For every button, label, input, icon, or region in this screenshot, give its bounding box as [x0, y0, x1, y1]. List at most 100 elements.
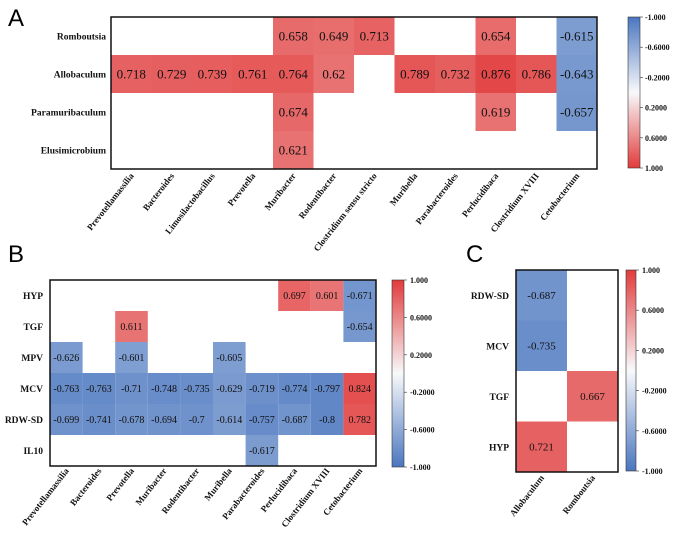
colorbar-tick-label: -0.6000 [645, 43, 670, 52]
column-label: Muribacter [133, 466, 168, 507]
colorbar [627, 16, 641, 169]
heatmap-cell [213, 342, 246, 373]
heatmap-cell [115, 404, 148, 435]
cell-value-label: 0.764 [279, 67, 309, 82]
colorbar-tick-label: -1.000 [645, 13, 666, 22]
heatmap-cell [435, 55, 476, 93]
cell-value-label: 0.621 [279, 143, 308, 158]
cell-value-label: -0.797 [314, 384, 340, 395]
colorbar-tick-label: -0.2000 [642, 387, 667, 396]
cell-value-label: 0.611 [120, 322, 142, 333]
cell-value-label: -0.71 [121, 384, 142, 395]
cell-value-label: -0.774 [282, 384, 308, 395]
heatmap-cell [180, 404, 213, 435]
heatmap-cell [115, 311, 148, 342]
heatmap-cell [278, 373, 311, 404]
cell-value-label: 0.782 [348, 415, 371, 426]
heatmap-cell [115, 373, 148, 404]
cell-value-label: -0.699 [53, 415, 79, 426]
cell-value-label: 0.761 [238, 67, 267, 82]
column-label: Muribella [202, 466, 234, 503]
colorbar-tick-label: -1.000 [410, 463, 431, 472]
cell-value-label: 0.721 [529, 442, 554, 454]
cell-value-label: 0.713 [360, 29, 389, 44]
heatmap-cell [556, 93, 597, 131]
heatmap-cell [556, 17, 597, 55]
cell-value-label: -0.719 [249, 384, 275, 395]
heatmap-cell [82, 373, 116, 404]
cell-value-label: 0.674 [279, 105, 309, 120]
heatmap-cell [245, 373, 279, 404]
heatmap-cell [310, 373, 344, 404]
heatmap-cell [354, 17, 395, 55]
panel-letter-c: C [466, 241, 483, 268]
heatmap-cell [278, 280, 311, 311]
column-label: Bacteroides [141, 171, 177, 213]
heatmap-cell [310, 280, 344, 311]
heatmap-cell [313, 55, 354, 93]
cell-value-label: 0.654 [481, 29, 511, 44]
row-label: Elusimicrobium [41, 147, 106, 157]
heatmap-cell [394, 55, 435, 93]
colorbar [625, 269, 637, 472]
row-label: MCV [20, 385, 43, 395]
colorbar-tick-label: -1.000 [642, 467, 663, 476]
heatmap-cell [273, 93, 314, 131]
colorbar-tick-label: 0.6000 [645, 134, 667, 143]
cell-value-label: 0.649 [319, 29, 348, 44]
cell-value-label: -0.8 [319, 415, 335, 426]
column-label: Prevotellamassilia [20, 466, 71, 528]
heatmap-cell [516, 421, 567, 472]
column-label: Prevotella [104, 466, 136, 503]
colorbar-tick-label: 1.000 [410, 276, 428, 285]
colorbar-tick-label: -0.6000 [410, 426, 435, 435]
heatmap-panel-c: -0.687 -0.735 0.667 0.721 RDW-SD MCV TGF HYP All… [471, 266, 667, 518]
panel-letter-a: A [8, 5, 24, 32]
row-label: MCV [486, 342, 509, 352]
cell-value-label: -0.687 [282, 415, 308, 426]
row-label: MPV [21, 354, 43, 364]
heatmap-cell [147, 404, 181, 435]
cell-value-label: -0.687 [527, 290, 556, 302]
heatmap-cell [343, 404, 376, 435]
heatmap-cell [151, 55, 192, 93]
heatmap-cell [115, 342, 148, 373]
cell-value-label: 0.718 [117, 67, 146, 82]
column-label: Parabacteroides [414, 171, 461, 227]
cell-value-label: 0.789 [400, 67, 429, 82]
cell-value-label: -0.763 [53, 384, 79, 395]
heatmap-cell [556, 55, 597, 93]
heatmap-cell [343, 280, 376, 311]
row-label: IL10 [23, 447, 43, 457]
cell-value-label: -0.643 [560, 67, 594, 82]
cell-value-label: -0.694 [151, 415, 177, 426]
heatmap-cell [147, 373, 181, 404]
colorbar-tick-label: 1.000 [645, 164, 663, 173]
column-label: Rodentibacter [297, 171, 339, 220]
heatmap-cell [273, 131, 314, 169]
heatmap-cell [111, 55, 152, 93]
column-label: Bacteroides [68, 466, 104, 508]
heatmap-panel-b: 0.697 0.601 -0.671 0.611 -0.654 -0.626 -0.601 -… [5, 276, 435, 529]
heatmap-cell [213, 404, 246, 435]
row-label: TGF [23, 323, 43, 333]
heatmap-cell [567, 371, 618, 422]
cell-value-label: -0.671 [347, 291, 373, 302]
colorbar-tick-label: 0.6000 [642, 306, 664, 315]
heatmap-cell [245, 404, 279, 435]
column-label: Perlucidibaca [460, 171, 501, 219]
heatmap-border [49, 279, 377, 467]
colorbar-tick-label: -0.2000 [645, 73, 670, 82]
cell-value-label: 0.697 [283, 291, 306, 302]
colorbar-tick-label: 0.2000 [410, 351, 432, 360]
colorbar-tick-label: 0.2000 [642, 346, 664, 355]
colorbar-tick-label: -0.2000 [410, 388, 435, 397]
heatmap-cell [245, 435, 279, 466]
colorbar-tick-label: 0.2000 [645, 104, 667, 113]
colorbar [391, 279, 405, 468]
column-label: Muribella [388, 171, 420, 208]
heatmap-cell [213, 373, 246, 404]
cell-value-label: -0.626 [53, 353, 79, 364]
column-label: Prevotellamassilia [85, 171, 136, 233]
